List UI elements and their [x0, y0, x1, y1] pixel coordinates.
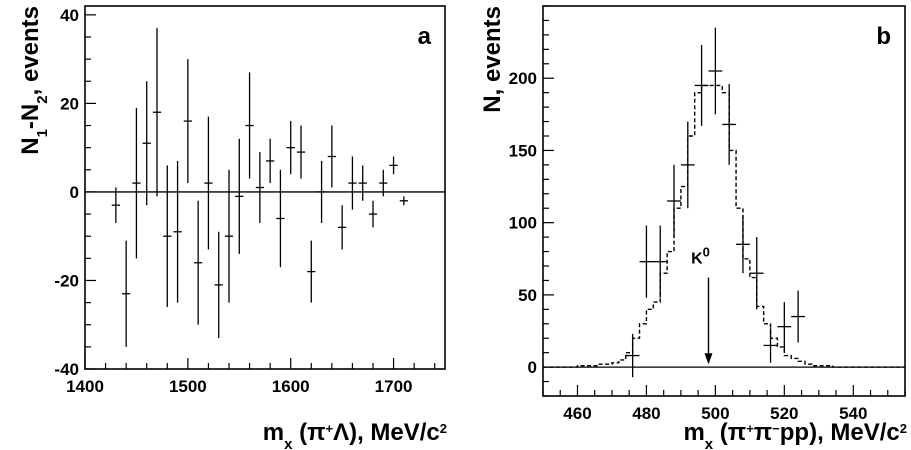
y-axis-title: N, events — [479, 6, 506, 113]
y-tick-label: 50 — [518, 286, 537, 305]
y-tick-label: 200 — [509, 69, 537, 88]
panel-label: b — [876, 23, 891, 50]
data-point — [348, 156, 357, 210]
data-point — [173, 160, 182, 303]
data-point — [276, 169, 285, 268]
data-point — [286, 121, 295, 175]
simulation-step-line — [543, 84, 905, 368]
y-axis-title: N1-N2, events — [17, 6, 51, 155]
y-tick-label: -40 — [54, 360, 79, 379]
x-tick-label: 500 — [701, 404, 729, 423]
plot-frame — [84, 5, 446, 370]
data-point — [736, 215, 750, 274]
data-point — [399, 196, 408, 206]
y-tick-label: 100 — [509, 214, 537, 233]
data-point — [152, 28, 162, 197]
data-point — [749, 237, 764, 310]
x-tick-label: 520 — [770, 404, 798, 423]
data-point — [317, 160, 326, 223]
data-point — [639, 225, 654, 298]
x-tick-label: 1700 — [375, 377, 413, 396]
y-tick-label: -20 — [54, 271, 79, 290]
data-point — [358, 165, 367, 201]
data-point — [389, 156, 398, 175]
data-point — [132, 107, 141, 259]
x-axis-title: mx (π+Λ), MeV/c2 — [263, 419, 447, 450]
data-point — [245, 72, 254, 179]
k0-label: K0 — [691, 244, 710, 268]
data-point — [694, 45, 709, 126]
data-point — [266, 138, 275, 184]
panel-label: a — [418, 23, 432, 50]
data-point — [235, 138, 244, 254]
data-point — [722, 84, 737, 165]
arrow-head — [704, 353, 713, 365]
data-point — [163, 165, 172, 308]
k0-arrow — [704, 277, 713, 365]
data-point — [122, 240, 131, 347]
x-tick-label: 1400 — [66, 377, 104, 396]
x-tick-label: 1500 — [169, 377, 207, 396]
data-point — [653, 225, 668, 298]
data-point — [763, 328, 778, 363]
data-point — [667, 164, 681, 238]
y-tick-label: 20 — [60, 94, 79, 113]
data-point — [791, 290, 806, 343]
data-point — [255, 152, 264, 223]
x-tick-label: 460 — [563, 404, 591, 423]
data-point — [777, 302, 792, 352]
data-point — [296, 125, 306, 179]
data-point — [194, 200, 203, 325]
data-point — [327, 125, 336, 188]
data-point — [680, 121, 695, 209]
data-point — [183, 59, 192, 184]
panel-a: -40 -20 0 20 40 1400 1500 1600 1700 a mx (π+Λ), Me… — [17, 5, 447, 450]
panel-b: 0 50 100 150 200 460 480 500 520 540 K0 b mx (π+π−pp… — [479, 5, 907, 450]
x-tick-label: 1600 — [272, 377, 310, 396]
data-point — [224, 169, 234, 303]
x-axis-title: mx (π+π−pp), MeV/c2 — [683, 419, 907, 450]
data-point — [204, 116, 213, 250]
y-tick-label: 40 — [60, 6, 79, 25]
data-point — [368, 200, 378, 228]
y-tick-label: 0 — [70, 183, 79, 202]
data-point — [338, 205, 347, 250]
data-point — [111, 187, 120, 223]
plot-frame — [542, 5, 906, 397]
x-tick-label: 540 — [839, 404, 867, 423]
data-point — [379, 169, 388, 197]
data-point — [214, 231, 223, 339]
data-point — [708, 27, 723, 115]
y-tick-label: 0 — [528, 358, 537, 377]
data-point — [625, 333, 640, 378]
x-tick-label: 480 — [632, 404, 660, 423]
data-point — [307, 240, 316, 303]
y-tick-label: 150 — [509, 141, 537, 160]
data-point — [142, 81, 151, 206]
